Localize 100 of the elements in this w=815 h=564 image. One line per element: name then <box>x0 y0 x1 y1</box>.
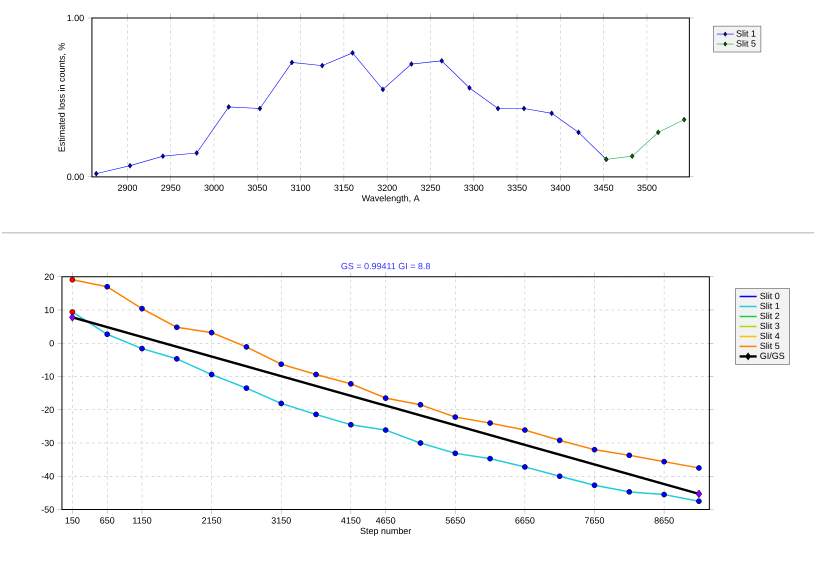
point <box>418 440 424 446</box>
x-tick-label: 8650 <box>654 517 674 524</box>
point <box>682 116 686 122</box>
point <box>522 105 526 112</box>
point <box>104 284 110 290</box>
point <box>278 400 284 406</box>
point <box>696 498 702 504</box>
x-tick-label: 3350 <box>507 184 527 191</box>
legend-label: Slit 3 <box>760 322 780 329</box>
point <box>160 153 166 159</box>
x-tick-label: 4150 <box>341 517 360 524</box>
x-tick-label: 3100 <box>290 184 310 191</box>
x-tick-label: 3150 <box>334 184 354 191</box>
point <box>320 62 324 68</box>
x-tick-label: 3450 <box>594 184 614 191</box>
point <box>208 330 214 336</box>
x-tick-label: 1150 <box>133 517 152 524</box>
x-tick-label: 2950 <box>161 184 180 191</box>
point <box>244 344 250 350</box>
point <box>452 450 458 456</box>
point <box>487 456 493 462</box>
point <box>94 170 98 176</box>
point <box>174 356 180 362</box>
point <box>626 452 632 458</box>
point <box>661 491 667 498</box>
point <box>313 411 319 418</box>
point <box>418 402 424 408</box>
point <box>382 426 388 433</box>
point <box>139 345 145 352</box>
y-tick-label: -10 <box>42 373 54 380</box>
point <box>592 482 598 488</box>
point <box>550 110 554 116</box>
point <box>258 105 262 112</box>
x-tick-label: 2150 <box>202 517 222 524</box>
legend-label: Slit 1 <box>760 302 780 309</box>
y-tick-label: -50 <box>42 506 54 512</box>
point <box>630 153 634 159</box>
point <box>656 129 660 135</box>
point <box>348 422 354 428</box>
x-tick-label: 3150 <box>272 517 291 524</box>
legend-label: Slit 0 <box>760 292 780 299</box>
point <box>556 473 563 479</box>
point <box>278 361 284 367</box>
point <box>522 426 528 433</box>
legend-label: Slit 4 <box>760 332 780 339</box>
point <box>350 50 355 56</box>
point <box>313 371 319 378</box>
legend-label: Slit 2 <box>760 312 780 319</box>
point <box>696 464 702 471</box>
point <box>487 420 493 426</box>
y-tick-label: 0.00 <box>67 173 84 180</box>
chart-title: GS = 0.99411 GI = 8.8 <box>341 262 430 270</box>
x-tick-label: 2900 <box>118 184 138 191</box>
point <box>382 395 388 401</box>
point <box>661 458 667 464</box>
x-axis-title: Wavelength, A <box>362 194 420 203</box>
point <box>174 324 180 330</box>
x-tick-label: 3200 <box>378 184 397 191</box>
point <box>290 59 294 66</box>
point <box>696 489 702 498</box>
point <box>380 86 386 92</box>
legend-label: Slit 5 <box>736 40 756 46</box>
point <box>128 162 132 168</box>
x-tick-label: 3500 <box>637 184 657 191</box>
point <box>244 385 250 391</box>
x-tick-label: 650 <box>100 517 114 524</box>
point <box>348 380 354 386</box>
point <box>104 331 110 337</box>
point <box>409 60 414 67</box>
x-tick-label: 6650 <box>515 517 534 524</box>
x-tick-label: 150 <box>66 517 80 524</box>
point <box>496 105 500 112</box>
point <box>467 84 472 90</box>
x-tick-label: 7650 <box>584 517 604 524</box>
point <box>452 414 458 420</box>
point <box>626 488 632 494</box>
y-tick-label: 10 <box>44 306 54 313</box>
y-tick-label: 1.00 <box>67 14 84 21</box>
y-tick-label: -20 <box>42 406 54 413</box>
x-tick-label: 3050 <box>248 184 267 191</box>
legend-label: Slit 5 <box>760 342 780 349</box>
x-tick-label: 4650 <box>376 517 396 524</box>
legend-label: GI/GS <box>760 352 784 359</box>
x-tick-label: 3400 <box>550 184 570 191</box>
point <box>556 437 563 443</box>
x-tick-label: 3300 <box>464 184 484 191</box>
y-tick-label: -30 <box>42 440 54 446</box>
point <box>70 276 76 282</box>
y-tick-label: 0 <box>50 340 54 346</box>
point <box>70 308 76 315</box>
point <box>69 312 76 322</box>
point <box>522 464 528 470</box>
legend-label: Slit 1 <box>736 30 756 36</box>
x-tick-label: 5650 <box>446 517 465 524</box>
y-tick-label: 20 <box>44 273 54 280</box>
x-tick-label: 3000 <box>204 184 224 191</box>
point <box>208 371 214 378</box>
point <box>139 306 145 312</box>
point <box>440 58 444 64</box>
point <box>592 446 598 452</box>
